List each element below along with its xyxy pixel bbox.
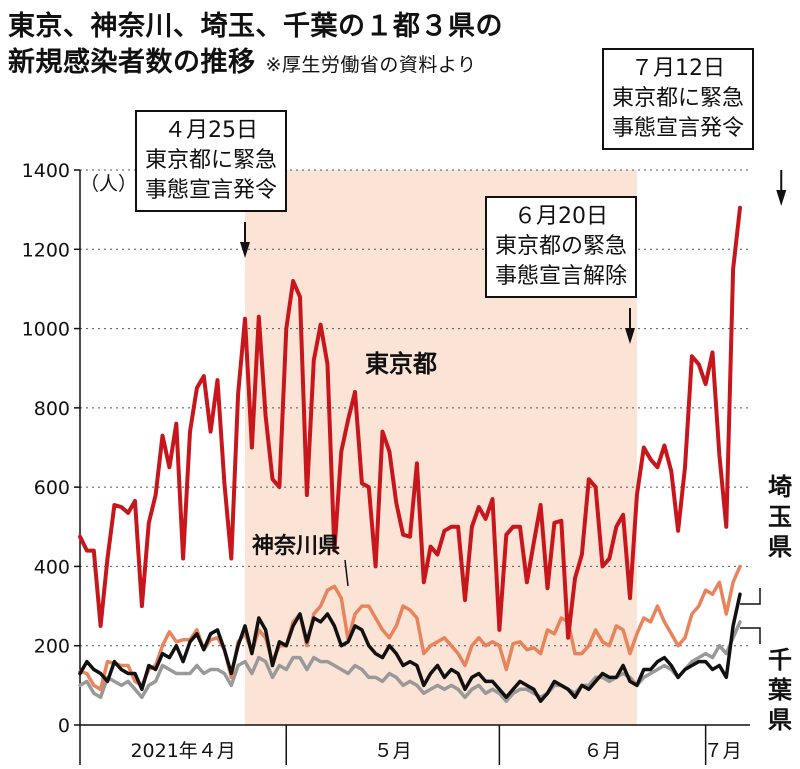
chart-title-line1: 東京、神奈川、埼玉、千葉の１都３県の: [8, 11, 503, 42]
series-label-saitama: 埼玉県: [768, 473, 792, 561]
callout-jul12-line3: 事態宣言発令: [612, 116, 745, 141]
callout-jun20-line1: ６月20日: [514, 204, 608, 229]
callout-jul12-line2: 東京都に緊急: [612, 86, 745, 111]
chart-title-line2: 新規感染者数の推移 ※厚生労働省の資料より: [8, 40, 477, 79]
ytick-label-800: 800: [34, 398, 70, 420]
series-label-kanagawa: 神奈川県: [252, 533, 340, 559]
kanagawa-leader: [344, 559, 349, 587]
series-lines: [78, 170, 787, 703]
callout-jun20: ６月20日 東京都の緊急 事態宣言解除: [485, 196, 638, 298]
callout-arrow-2: [776, 190, 787, 206]
ytick-label-1400: 1400: [22, 160, 70, 182]
callout-apr25-line1: ４月25日: [164, 118, 258, 143]
callout-jun20-line2: 東京都の緊急: [495, 234, 628, 259]
callout-jul12: ７月12日 東京都に緊急 事態宣言発令: [602, 48, 755, 150]
xtick-label-3: ７月: [704, 740, 742, 762]
callout-arrow-0: [240, 242, 250, 258]
series-label-tokyo: 東京都: [365, 350, 437, 378]
series-line-2: [78, 592, 742, 703]
chiba-leader: [740, 627, 761, 644]
ytick-label-200: 200: [34, 636, 70, 658]
xtick-label-1: ５月: [374, 740, 412, 762]
axes: 0 200 400 600 800 1000 1200 1400 2021年４月 ５月 ６月 ７月: [22, 160, 750, 765]
ytick-label-400: 400: [34, 556, 70, 578]
xtick-label-0: 2021年４月: [130, 740, 235, 762]
series-line-0: [78, 205, 742, 640]
callout-jul12-line1: ７月12日: [631, 56, 725, 81]
callout-apr25-line2: 東京都に緊急: [145, 148, 278, 173]
callout-jun20-line3: 事態宣言解除: [495, 264, 628, 289]
saitama-leader: [740, 588, 761, 605]
series-label-chiba: 千葉県: [767, 646, 793, 734]
callout-apr25-line3: 事態宣言発令: [145, 178, 278, 203]
xtick-label-2: ６月: [583, 740, 621, 762]
chart-title-main: 新規感染者数の推移: [8, 47, 256, 78]
chart-source-note: ※厚生労働省の資料より: [265, 54, 477, 76]
y-axis-label: （人）: [80, 173, 137, 195]
ytick-label-1200: 1200: [22, 239, 70, 261]
callout-apr25: ４月25日 東京都に緊急 事態宣言発令: [135, 110, 288, 212]
callout-arrow-1: [625, 328, 635, 344]
ytick-label-0: 0: [58, 715, 70, 737]
ytick-label-1000: 1000: [22, 319, 70, 341]
ytick-label-600: 600: [34, 477, 70, 499]
